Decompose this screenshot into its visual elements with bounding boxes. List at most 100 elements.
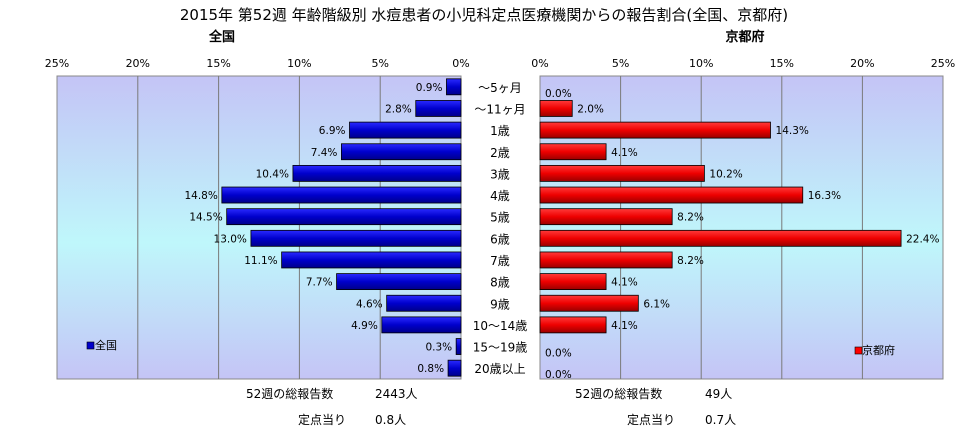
right-bar <box>539 294 639 312</box>
left-data-label: 10.4% <box>256 168 289 180</box>
right-bar <box>539 316 607 334</box>
right-bar <box>539 143 607 161</box>
left-x-tick-label: 10% <box>287 57 311 70</box>
category-label: 10～14歳 <box>473 319 528 333</box>
right-legend: 京都府 <box>854 343 895 357</box>
right-total-value: 49人 <box>705 387 732 401</box>
right-data-label: 16.3% <box>808 190 841 202</box>
category-label: ～5ヶ月 <box>478 81 522 95</box>
category-label: 6歳 <box>490 232 510 246</box>
left-data-label: 14.8% <box>184 190 217 202</box>
left-bar <box>455 338 462 355</box>
left-x-tick-label: 0% <box>452 57 469 70</box>
left-bar <box>341 143 462 161</box>
right-per-site-label: 定点当り <box>627 412 675 427</box>
right-x-tick-label: 10% <box>689 57 713 70</box>
right-data-label: 8.2% <box>677 212 704 224</box>
left-x-tick-label: 15% <box>206 57 230 70</box>
left-data-label: 4.9% <box>351 320 378 332</box>
right-x-tick-label: 15% <box>770 57 794 70</box>
left-total-label: 52週の総報告数 <box>246 386 333 401</box>
right-data-label: 22.4% <box>906 233 939 245</box>
right-data-label: 4.1% <box>611 320 638 332</box>
right-panel-title: 京都府 <box>725 29 764 45</box>
category-label: 8歳 <box>490 276 510 290</box>
right-data-label: 0.0% <box>545 348 572 360</box>
category-label: ～11ヶ月 <box>474 102 525 116</box>
left-legend: 全国 <box>86 338 117 352</box>
left-data-label: 2.8% <box>385 103 412 115</box>
right-bar <box>539 251 673 269</box>
category-label: 20歳以上 <box>474 362 525 376</box>
left-bar <box>336 273 462 291</box>
left-bar <box>447 359 462 377</box>
left-bar <box>292 164 462 182</box>
right-data-label: 0.0% <box>545 369 572 381</box>
left-bar <box>349 121 462 139</box>
left-bar <box>281 251 462 269</box>
left-plot-area <box>56 75 462 380</box>
right-data-label: 8.2% <box>677 255 704 267</box>
right-bar <box>539 164 705 182</box>
right-bar <box>539 273 607 291</box>
left-data-label: 13.0% <box>214 233 247 245</box>
left-data-label: 14.5% <box>189 212 222 224</box>
left-x-tick-label: 25% <box>45 57 69 70</box>
right-data-label: 10.2% <box>709 168 742 180</box>
left-data-label: 0.3% <box>425 342 452 354</box>
category-label: 3歳 <box>490 167 510 181</box>
right-data-label: 14.3% <box>776 125 809 137</box>
category-label: 7歳 <box>490 254 510 268</box>
chart-title: 2015年 第52週 年齢階級別 水痘患者の小児科定点医療機関からの報告割合(全… <box>180 6 788 24</box>
left-data-label: 0.8% <box>417 363 444 375</box>
left-total-value: 2443人 <box>375 387 418 401</box>
right-data-label: 4.1% <box>611 147 638 159</box>
left-bar <box>415 100 462 117</box>
left-bar <box>446 78 462 96</box>
right-legend-swatch <box>854 346 863 355</box>
left-data-label: 7.7% <box>306 277 333 289</box>
right-bar <box>539 208 673 226</box>
right-total-label: 52週の総報告数 <box>575 386 662 401</box>
right-bar <box>539 100 573 117</box>
left-bar <box>250 229 462 247</box>
left-data-label: 6.9% <box>319 125 346 137</box>
left-footer: 52週の総報告数 2443人 定点当り 0.8人 <box>246 386 418 427</box>
right-per-site-value: 0.7人 <box>705 413 736 427</box>
right-x-tick-label: 5% <box>612 57 629 70</box>
right-legend-label: 京都府 <box>862 343 895 357</box>
left-x-tick-label: 20% <box>126 57 150 70</box>
left-bar <box>226 208 462 226</box>
right-x-tick-label: 0% <box>531 57 548 70</box>
right-data-label: 6.1% <box>643 298 670 310</box>
left-data-label: 0.9% <box>416 82 443 94</box>
right-footer: 52週の総報告数 49人 定点当り 0.7人 <box>575 386 736 427</box>
left-legend-label: 全国 <box>95 338 117 352</box>
left-bar <box>386 294 462 312</box>
right-bar <box>539 186 804 204</box>
left-bar <box>381 316 462 334</box>
left-bar <box>221 186 462 204</box>
left-per-site-value: 0.8人 <box>375 413 406 427</box>
left-data-label: 4.6% <box>356 298 383 310</box>
category-label: 1歳 <box>490 124 510 138</box>
category-label: 5歳 <box>490 211 510 225</box>
category-label: 4歳 <box>490 189 510 203</box>
right-data-label: 0.0% <box>545 88 572 100</box>
right-x-tick-label: 20% <box>850 57 874 70</box>
right-x-tick-label: 25% <box>931 57 955 70</box>
right-data-label: 2.0% <box>577 103 604 115</box>
left-per-site-label: 定点当り <box>298 412 346 427</box>
category-label: 2歳 <box>490 146 510 160</box>
left-panel-title: 全国 <box>208 29 235 45</box>
right-plot-area <box>539 75 944 380</box>
category-label: 15～19歳 <box>473 341 528 355</box>
left-legend-swatch <box>86 341 95 350</box>
left-data-label: 7.4% <box>311 147 338 159</box>
right-data-label: 4.1% <box>611 277 638 289</box>
category-label: 9歳 <box>490 297 510 311</box>
right-bar <box>539 121 771 139</box>
right-bar <box>539 229 902 247</box>
